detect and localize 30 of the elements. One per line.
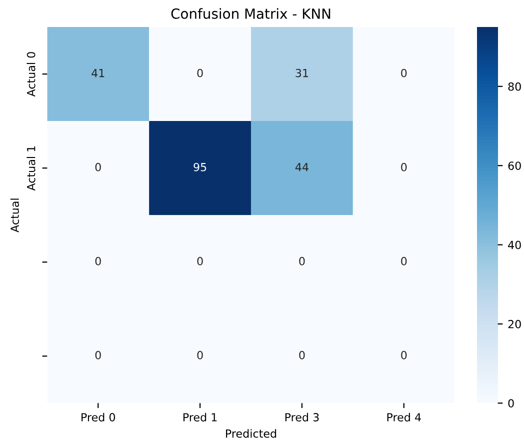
- data-label: 95: [194, 162, 206, 172]
- chart-title: Confusion Matrix - KNN: [171, 8, 330, 19]
- y-tick-label: Actual 1: [26, 146, 36, 191]
- data-label: 31: [296, 68, 308, 78]
- x-tick-label: Pred 3: [285, 412, 319, 422]
- data-label: 0: [95, 162, 101, 172]
- x-tick-label: Pred 1: [183, 412, 217, 422]
- color-bar-label: 20: [508, 320, 521, 328]
- x-axis-title: Predicted: [226, 429, 276, 438]
- color-bar-label: 40: [508, 240, 521, 250]
- data-label: 0: [401, 162, 407, 172]
- color-bar-label: 0: [508, 399, 514, 408]
- x-tick-label: Pred 4: [387, 412, 421, 422]
- y-tick-label: Actual 0: [26, 52, 36, 97]
- x-tick-label: Pred 0: [82, 412, 116, 422]
- data-label: 0: [299, 256, 305, 266]
- data-label: 0: [299, 350, 305, 360]
- color-bar-label: 60: [508, 162, 521, 170]
- data-label: 0: [95, 350, 101, 360]
- data-label: 41: [92, 69, 104, 78]
- data-label: 0: [197, 350, 203, 360]
- data-label: 0: [401, 350, 407, 360]
- data-label: 0: [401, 256, 407, 266]
- color-bar-label: 80: [508, 82, 521, 91]
- data-label: 0: [401, 68, 407, 78]
- data-label: 0: [197, 256, 203, 266]
- y-axis-title: Actual: [10, 198, 19, 232]
- data-label: 0: [95, 256, 101, 266]
- data-label: 0: [197, 68, 203, 78]
- data-label: 44: [295, 163, 308, 172]
